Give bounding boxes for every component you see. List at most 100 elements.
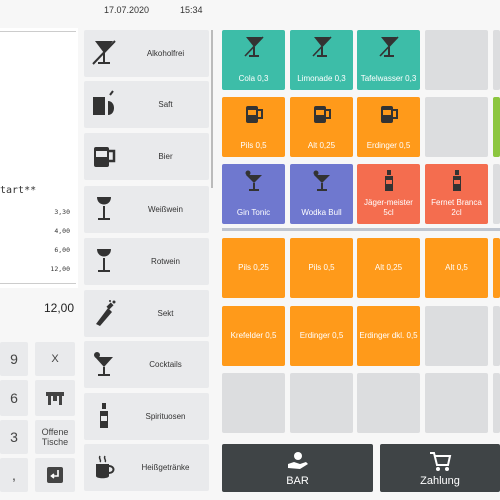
product-jaegermeister[interactable]: Jäger-meister 5cl xyxy=(357,164,420,224)
product-erdinger-05[interactable]: Erdinger 0,5 xyxy=(357,97,420,157)
product-alt-025[interactable]: Alt 0,25 xyxy=(290,97,353,157)
category-alkoholfrei[interactable]: Alkoholfrei xyxy=(84,30,209,77)
empty-slot[interactable] xyxy=(425,97,488,157)
key-label: Offene Tische xyxy=(41,427,69,447)
category-label: Sekt xyxy=(157,309,174,318)
key-6[interactable]: 6 xyxy=(0,380,28,416)
category-scrollbar[interactable] xyxy=(211,30,213,188)
empty-slot[interactable] xyxy=(493,373,500,433)
product-label: Cola 0,3 xyxy=(238,74,269,83)
empty-slot[interactable] xyxy=(425,30,488,90)
receipt-amount: 12,00 xyxy=(50,265,70,273)
empty-slot[interactable] xyxy=(290,373,353,433)
empty-slot[interactable] xyxy=(425,373,488,433)
product-krefelder[interactable]: Krefelder 0,5 xyxy=(222,306,285,366)
key-multiply[interactable]: X xyxy=(35,342,75,376)
hot-drink-icon xyxy=(96,455,115,479)
time-label: 15:34 xyxy=(180,5,203,15)
key-label: 3 xyxy=(10,429,18,445)
product-pils-025[interactable]: Pils 0,25 xyxy=(222,238,285,298)
wine-glass-icon xyxy=(97,197,111,220)
date-label: 17.07.2020 xyxy=(104,5,150,15)
product-partial[interactable] xyxy=(493,238,500,298)
key-9[interactable]: 9 xyxy=(0,342,28,376)
key-comma[interactable]: , xyxy=(0,458,28,492)
category-heissgetraenke[interactable]: Heißgetränke xyxy=(84,444,209,491)
product-label: Pils 0,25 xyxy=(238,263,269,272)
category-bier[interactable]: Bier xyxy=(84,133,209,180)
enter-icon xyxy=(47,467,63,483)
category-sekt[interactable]: Sekt xyxy=(84,290,209,337)
key-label: 9 xyxy=(10,351,18,367)
product-pils-05-b[interactable]: Pils 0,5 xyxy=(290,238,353,298)
key-label: X xyxy=(51,353,59,365)
no-alcohol-glass-icon xyxy=(311,36,332,57)
product-erdinger-05-b[interactable]: Erdinger 0,5 xyxy=(290,306,353,366)
category-label: Rotwein xyxy=(151,257,180,266)
receipt-panel[interactable]: tart** 3,30 4,00 6,00 12,00 xyxy=(0,28,78,288)
beer-mug-icon xyxy=(380,106,398,123)
empty-slot[interactable] xyxy=(222,373,285,433)
product-pils-05[interactable]: Pils 0,5 xyxy=(222,97,285,157)
category-spirituosen[interactable]: Spirituosen xyxy=(84,393,209,440)
empty-slot[interactable] xyxy=(493,306,500,366)
section-divider xyxy=(222,228,500,231)
key-3[interactable]: 3 xyxy=(0,420,28,454)
enter-key[interactable] xyxy=(35,458,75,492)
product-label: Pils 0,5 xyxy=(240,141,267,150)
category-weisswein[interactable]: Weißwein xyxy=(84,186,209,233)
product-limonade[interactable]: Limonade 0,3 xyxy=(290,30,353,90)
category-label: Heißgetränke xyxy=(141,463,190,472)
category-label: Spirituosen xyxy=(145,412,186,421)
empty-slot[interactable] xyxy=(425,306,488,366)
product-label: Alt 0,25 xyxy=(307,141,336,150)
product-label: Alt 0,25 xyxy=(374,263,403,272)
product-alt-05[interactable]: Alt 0,5 xyxy=(425,238,488,298)
beer-mug-icon xyxy=(245,106,263,123)
no-alcohol-glass-icon xyxy=(378,36,399,57)
product-cola[interactable]: Cola 0,3 xyxy=(222,30,285,90)
cocktail-icon xyxy=(245,170,262,191)
bar-button-label: BAR xyxy=(286,475,309,487)
product-partial[interactable] xyxy=(493,97,500,157)
juice-icon xyxy=(93,90,114,115)
product-wodka-bull[interactable]: Wodka Bull xyxy=(290,164,353,224)
payment-button[interactable]: Zahlung xyxy=(380,444,500,492)
product-label: Jäger-meister 5cl xyxy=(364,198,413,217)
top-bar: 17.07.2020 15:34 xyxy=(0,0,500,22)
receipt-divider xyxy=(0,31,76,32)
no-alcohol-glass-icon xyxy=(92,40,116,65)
category-label: Bier xyxy=(158,152,173,161)
product-label: Tafelwasser 0,3 xyxy=(360,74,417,83)
category-rotwein[interactable]: Rotwein xyxy=(84,238,209,285)
open-tables-button[interactable]: Offene Tische xyxy=(35,420,75,454)
key-label: 6 xyxy=(10,390,18,406)
product-label: Gin Tonic xyxy=(236,208,271,217)
product-alt-025-b[interactable]: Alt 0,25 xyxy=(357,238,420,298)
cart-icon xyxy=(430,452,452,471)
bottle-icon xyxy=(100,403,108,428)
bar-button[interactable]: BAR xyxy=(222,444,373,492)
bottle-icon xyxy=(384,170,393,191)
beer-mug-icon xyxy=(313,106,331,123)
category-cocktails[interactable]: Cocktails xyxy=(84,341,209,388)
category-label: Weißwein xyxy=(148,205,183,214)
receipt-start-text: tart** xyxy=(0,185,37,196)
table-key[interactable] xyxy=(35,380,75,416)
empty-slot[interactable] xyxy=(493,164,500,224)
product-gin-tonic[interactable]: Gin Tonic xyxy=(222,164,285,224)
bottle-icon xyxy=(452,170,461,191)
product-label: Pils 0,5 xyxy=(308,263,335,272)
cocktail-icon xyxy=(94,352,113,376)
no-alcohol-glass-icon xyxy=(243,36,264,57)
empty-slot[interactable] xyxy=(493,30,500,90)
product-erdinger-dkl[interactable]: Erdinger dkl. 0,5 xyxy=(357,306,420,366)
empty-slot[interactable] xyxy=(357,373,420,433)
product-fernet-branca[interactable]: Fernet Branca 2cl xyxy=(425,164,488,224)
category-label: Saft xyxy=(158,100,173,109)
category-saft[interactable]: Saft xyxy=(84,81,209,128)
product-label: Alt 0,5 xyxy=(445,263,468,272)
product-label: Erdinger 0,5 xyxy=(366,141,411,150)
product-tafelwasser[interactable]: Tafelwasser 0,3 xyxy=(357,30,420,90)
